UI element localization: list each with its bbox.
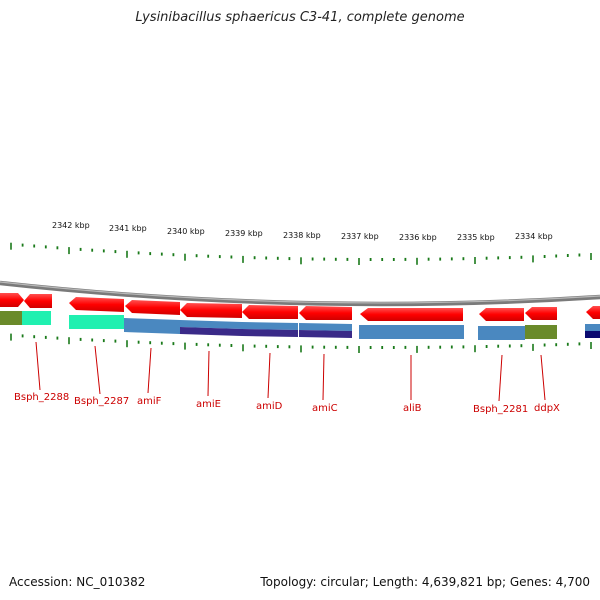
gene-label[interactable]: amiC [312, 403, 338, 414]
leader-line [540, 354, 546, 401]
gene-arrow[interactable] [242, 305, 298, 319]
genome-backbone-highlight [0, 281, 600, 304]
cog-bar [124, 318, 180, 334]
gene-arrow[interactable] [525, 307, 557, 320]
kbp-label: 2339 kbp [225, 229, 263, 238]
gene-label[interactable]: amiD [256, 401, 283, 412]
kbp-label: 2337 kbp [341, 232, 379, 241]
gene-arrow[interactable] [360, 308, 463, 321]
leader-line [35, 341, 41, 391]
gene-label[interactable]: Bsph_2281 [473, 404, 528, 415]
leader-line [267, 352, 271, 399]
gene-arrow[interactable] [180, 303, 242, 318]
cog-bar [22, 311, 51, 325]
gene-arrow[interactable] [24, 294, 52, 308]
leader-line [207, 350, 210, 397]
gene-labels: Bsph_2288 Bsph_2287 amiF amiE amiD amiC … [14, 392, 560, 415]
cog-bar [585, 331, 600, 338]
leader-line [94, 345, 101, 395]
cog-bar [242, 329, 298, 337]
cog-bar [359, 325, 464, 339]
map-title: Lysinibacillus sphaericus C3-41, complet… [135, 10, 465, 25]
kbp-label: 2334 kbp [515, 232, 553, 241]
leader-line [147, 347, 152, 394]
cog-bar [180, 327, 242, 336]
gene-arrow[interactable] [299, 306, 352, 320]
gene-label[interactable]: aliB [403, 403, 422, 414]
gene-arrow[interactable] [479, 308, 524, 321]
cog-bar [478, 326, 525, 340]
cog-bar [69, 315, 124, 329]
kbp-label: 2336 kbp [399, 233, 437, 242]
scale-ticks-bottom [10, 333, 592, 353]
cog-bar [525, 325, 557, 339]
gene-label[interactable]: ddpX [534, 403, 560, 414]
leader-line [322, 353, 325, 401]
gene-label[interactable]: Bsph_2287 [74, 396, 129, 407]
label-leaders [35, 341, 546, 402]
accession-text: Accession: NC_010382 [9, 575, 146, 589]
scale-ticks-top [10, 242, 592, 265]
cog-bar [180, 320, 242, 329]
cog-track [0, 311, 600, 340]
kbp-label: 2341 kbp [109, 224, 147, 233]
cog-bar [299, 330, 352, 338]
kbp-label: 2338 kbp [283, 231, 321, 240]
genome-backbone [0, 280, 600, 307]
gene-label[interactable]: amiF [137, 396, 162, 407]
kbp-label: 2335 kbp [457, 233, 495, 242]
cog-bar [299, 323, 352, 331]
gene-label[interactable]: amiE [196, 399, 221, 410]
gene-arrow[interactable] [586, 306, 600, 319]
leader-line [498, 354, 503, 402]
kbp-scale: 2342 kbp 2341 kbp 2340 kbp 2339 kbp 2338… [52, 221, 553, 242]
kbp-label: 2340 kbp [167, 227, 205, 236]
gene-label[interactable]: Bsph_2288 [14, 392, 69, 403]
gene-arrow[interactable] [0, 293, 24, 307]
cog-bar [0, 311, 22, 325]
cog-bar [585, 324, 600, 331]
genome-summary-text: Topology: circular; Length: 4,639,821 bp… [260, 575, 590, 589]
cog-bar [242, 322, 298, 330]
gene-arrow[interactable] [69, 297, 124, 312]
gene-arrow[interactable] [125, 300, 180, 315]
kbp-label: 2342 kbp [52, 221, 90, 230]
gene-track [0, 293, 600, 321]
